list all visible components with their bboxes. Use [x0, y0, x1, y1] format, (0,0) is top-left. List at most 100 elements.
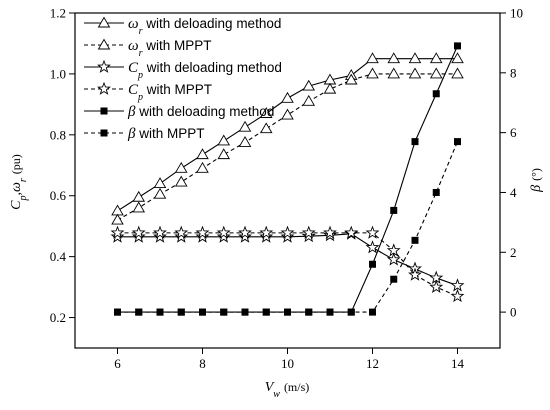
legend-marker [97, 59, 111, 73]
right-tick-label: 0 [510, 305, 517, 320]
data-point [259, 225, 274, 239]
data-point [114, 308, 121, 316]
data-point [432, 90, 440, 98]
data-point [153, 177, 167, 188]
data-point [280, 225, 295, 239]
legend-marker [97, 38, 111, 50]
data-point [153, 225, 167, 239]
data-point [153, 229, 167, 243]
data-point [196, 161, 209, 173]
data-point [386, 252, 401, 266]
data-point [326, 308, 334, 316]
data-point [132, 190, 146, 202]
data-point [132, 201, 146, 213]
x-tick-label: 10 [281, 356, 294, 371]
data-point [347, 308, 355, 316]
x-tick-label: 12 [366, 356, 379, 371]
series-3 [110, 226, 465, 292]
data-point [196, 148, 209, 160]
series-line [117, 232, 458, 297]
data-point [301, 225, 316, 239]
data-point [259, 229, 274, 243]
right-tick-label: 2 [510, 245, 517, 260]
data-point [156, 308, 164, 316]
data-point [174, 175, 188, 187]
data-point [454, 138, 461, 146]
data-point [390, 275, 398, 283]
data-point [429, 67, 443, 79]
data-point [344, 225, 359, 239]
right-tick-label: 8 [510, 65, 517, 80]
series-layer [110, 42, 465, 316]
plot-frame [74, 12, 501, 349]
data-point [411, 138, 419, 146]
data-point [280, 229, 295, 243]
data-point [217, 148, 231, 160]
data-point [369, 308, 376, 316]
data-point [131, 229, 146, 243]
data-point [365, 240, 380, 254]
data-point [365, 225, 380, 239]
data-point [366, 67, 379, 79]
data-point [110, 225, 125, 239]
data-point [216, 229, 231, 243]
data-point [302, 94, 316, 106]
legend-entry: ωr with MPPT [128, 38, 212, 59]
data-point [174, 229, 189, 243]
data-point [281, 91, 294, 103]
data-point [217, 134, 231, 146]
data-point [238, 120, 252, 132]
data-point [284, 308, 291, 316]
legend-entry: ωr with deloading method [128, 16, 281, 37]
left-tick-label: 0.4 [50, 249, 67, 264]
x-tick-label: 8 [199, 356, 206, 371]
data-point [369, 260, 376, 268]
series-line [117, 233, 458, 287]
left-tick-label: 0.6 [50, 188, 67, 203]
left-tick-label: 1.2 [50, 6, 66, 21]
right-tick-label: 6 [510, 125, 517, 140]
data-point [386, 243, 401, 257]
legend-entry: β with MPPT [127, 126, 205, 142]
data-point [450, 288, 465, 303]
data-point [153, 187, 167, 199]
data-point [259, 107, 273, 118]
left-tick-label: 0.8 [50, 127, 66, 142]
data-point [241, 308, 249, 316]
data-point [305, 308, 313, 316]
data-point [429, 279, 444, 294]
data-point [220, 308, 228, 316]
data-point [408, 52, 422, 64]
data-point [451, 67, 464, 79]
data-point [432, 188, 440, 196]
data-point [199, 308, 206, 316]
data-point [238, 229, 252, 243]
data-point [302, 79, 316, 91]
data-point [111, 213, 124, 225]
series-1 [111, 52, 464, 216]
data-point [387, 67, 401, 79]
data-point [174, 225, 189, 239]
right-axis-label: β(°) [529, 168, 544, 193]
data-point [110, 229, 125, 243]
data-point [238, 136, 252, 147]
data-point [281, 108, 294, 120]
data-point [262, 308, 270, 316]
legend-marker [97, 81, 111, 95]
legend-marker [100, 107, 108, 115]
data-point [366, 52, 379, 64]
right-tick-label: 10 [510, 6, 523, 21]
legend-entry: Cp with deloading method [128, 60, 282, 81]
data-point [429, 52, 443, 64]
x-tick-label: 14 [451, 356, 465, 371]
left-tick-label: 0.2 [50, 310, 66, 325]
left-tick-label: 1.0 [50, 66, 66, 81]
legend-entry: β with deloading method [127, 104, 274, 120]
left-axis-label: Cp,ωr(pu) [9, 154, 29, 210]
data-point [259, 122, 273, 134]
data-point [323, 82, 337, 94]
data-point [177, 308, 185, 316]
data-point [111, 204, 124, 216]
ticks: 6 8 10 12 14 0.2 0.4 0.6 0.8 1.0 1.2 0 2 4 6 8 10 [50, 6, 523, 372]
